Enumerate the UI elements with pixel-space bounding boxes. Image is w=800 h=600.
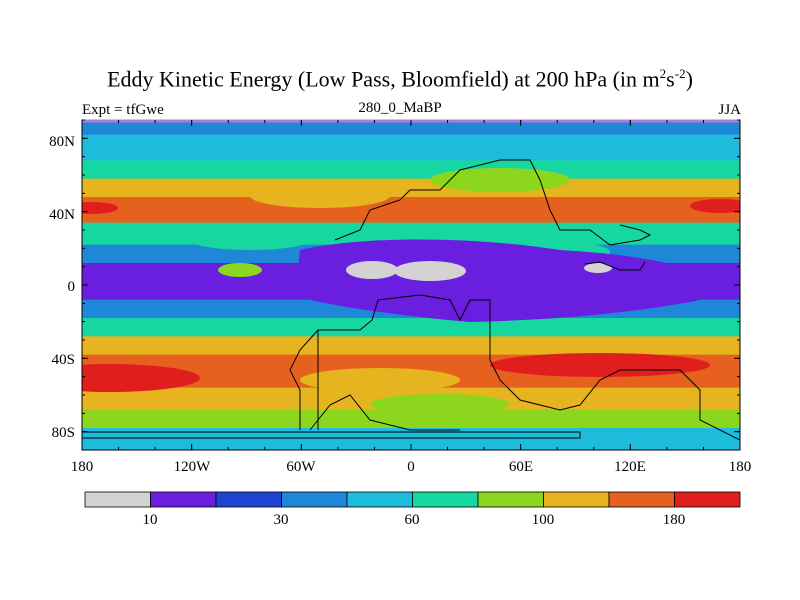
colorbar-label-100: 100 [532, 512, 555, 528]
x-tick-label-0: 0 [407, 459, 415, 475]
minimum-grey-3 [584, 263, 612, 273]
y-tick-label-80n: 80N [49, 134, 75, 150]
minimum-grey-1 [346, 261, 398, 279]
colorbar-labels: 10 30 60 100 180 [143, 512, 686, 528]
x-tick-label-120w: 120W [174, 459, 212, 475]
axis-ticks [81, 119, 741, 451]
zonal-band-9 [82, 318, 740, 337]
nh-jet-spot [450, 207, 490, 217]
x-tick-label-180e: 180 [729, 459, 752, 475]
zonal-band-13 [82, 409, 740, 429]
colorbar-segment-3 [281, 491, 348, 508]
x-tick-label-60e: 60E [509, 459, 533, 475]
sh-jet-core-west [82, 364, 200, 392]
field-layer [82, 120, 740, 450]
outline-north [334, 159, 652, 246]
equatorial-minimum [295, 239, 700, 322]
outline-antarctic-strip [82, 431, 581, 439]
colorbar-label-180: 180 [663, 512, 686, 528]
zonal-band-0 [82, 120, 740, 136]
zonal-band-3 [82, 178, 740, 198]
colorbar-segment-5 [412, 491, 479, 508]
colorbar-segment-9 [674, 491, 741, 508]
colorbar [84, 491, 741, 508]
outline-antarctic-edge [309, 394, 460, 431]
sh-jet-break [300, 368, 460, 392]
sh-jet-core-east [490, 353, 710, 377]
outline-east [584, 261, 646, 271]
zonal-band-14 [82, 428, 740, 450]
sh-green-patch [370, 394, 510, 414]
colorbar-segment-1 [150, 491, 217, 508]
nh-jet-break [250, 184, 390, 208]
zonal-band-10 [82, 336, 740, 356]
y-tick-labels: 80N 40N 0 40S 80S [49, 134, 75, 441]
x-tick-labels: 180 120W 60W 0 60E 120E 180 [71, 459, 752, 475]
experiment-label: Expt = tfGwe [82, 102, 164, 118]
x-tick-label-180w: 180 [71, 459, 94, 475]
zonal-band-1 [82, 134, 740, 161]
y-tick-label-40n: 40N [49, 207, 75, 223]
colorbar-label-30: 30 [274, 512, 289, 528]
outline-southwest [289, 329, 319, 430]
colorbar-segment-7 [543, 491, 610, 508]
nh-green-patch-1 [430, 168, 570, 192]
colorbar-segment-2 [215, 491, 282, 508]
zonal-band-4 [82, 197, 740, 224]
y-tick-label-80s: 80S [52, 425, 75, 441]
nh-jet-core-east [690, 199, 740, 213]
colorbar-segment-8 [608, 491, 675, 508]
field-features [82, 168, 740, 414]
tropical-green-spot [218, 263, 262, 277]
colorbar-label-10: 10 [143, 512, 158, 528]
colorbar-segment-6 [477, 491, 544, 508]
season-label: JJA [718, 102, 741, 118]
tropical-teal-patch [190, 230, 310, 250]
continent-outlines [82, 159, 740, 441]
x-tick-label-60w: 60W [286, 459, 316, 475]
y-tick-label-40s: 40S [52, 352, 75, 368]
y-tick-label-0: 0 [68, 279, 76, 295]
minimum-grey-2 [394, 261, 466, 281]
colorbar-segment-0 [84, 491, 151, 508]
zonal-band-2 [82, 160, 740, 180]
colorbar-label-60: 60 [405, 512, 420, 528]
colorbar-segment-4 [346, 491, 413, 508]
period-label: 280_0_MaBP [358, 100, 442, 116]
outline-south [317, 294, 740, 441]
nh-jet-core-west [82, 202, 118, 214]
plot-title: Eddy Kinetic Energy (Low Pass, Bloomfiel… [107, 66, 693, 92]
x-tick-label-120e: 120E [614, 459, 646, 475]
